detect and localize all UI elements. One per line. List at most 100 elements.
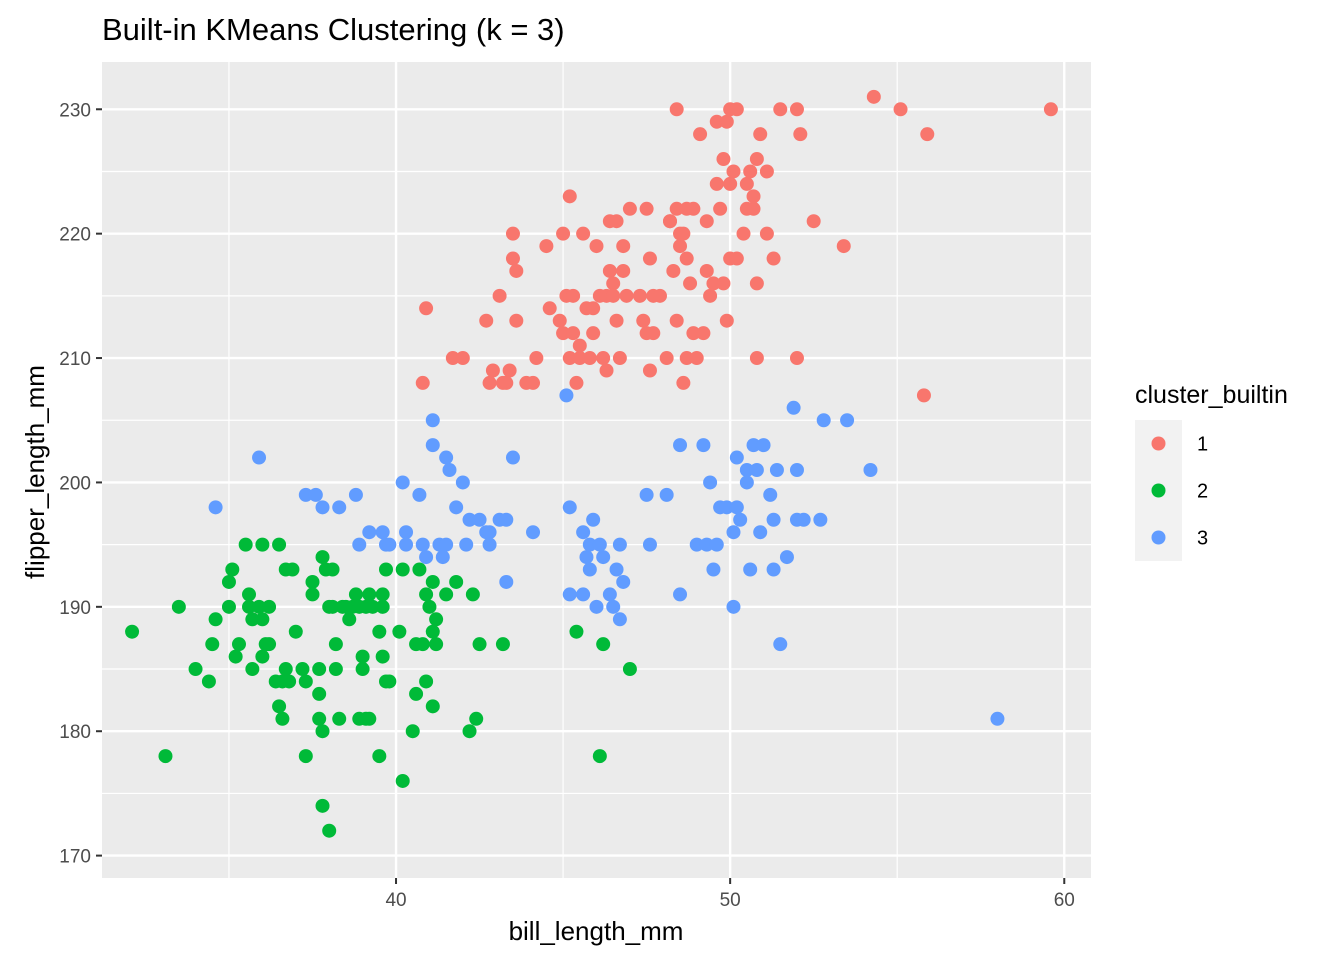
point-cluster-3 — [362, 525, 377, 540]
x-tick-label: 60 — [1054, 890, 1075, 911]
point-cluster-2 — [245, 612, 260, 627]
point-cluster-3 — [609, 562, 624, 577]
point-cluster-1 — [699, 263, 714, 278]
point-cluster-2 — [288, 624, 303, 639]
point-cluster-3 — [589, 599, 604, 614]
point-cluster-1 — [455, 351, 470, 366]
point-cluster-1 — [619, 288, 634, 303]
point-cluster-1 — [759, 164, 774, 179]
point-cluster-2 — [375, 587, 390, 602]
point-cluster-3 — [579, 550, 594, 565]
point-cluster-3 — [415, 537, 430, 552]
point-cluster-1 — [663, 214, 678, 229]
point-cluster-1 — [739, 176, 754, 191]
point-cluster-1 — [569, 375, 584, 390]
point-cluster-1 — [726, 164, 741, 179]
point-cluster-2 — [322, 823, 337, 838]
point-cluster-1 — [916, 388, 931, 403]
point-cluster-2 — [262, 599, 277, 614]
point-cluster-2 — [415, 637, 430, 652]
point-cluster-2 — [298, 674, 313, 689]
point-cluster-1 — [716, 276, 731, 291]
point-cluster-1 — [479, 313, 494, 328]
point-cluster-1 — [749, 276, 764, 291]
point-cluster-3 — [796, 512, 811, 527]
point-cluster-1 — [673, 239, 688, 254]
point-cluster-1 — [606, 276, 621, 291]
point-cluster-3 — [419, 550, 434, 565]
point-cluster-3 — [562, 587, 577, 602]
point-cluster-1 — [609, 214, 624, 229]
point-cluster-1 — [562, 351, 577, 366]
point-cluster-2 — [395, 773, 410, 788]
point-cluster-1 — [696, 326, 711, 341]
point-cluster-1 — [616, 239, 631, 254]
point-cluster-1 — [666, 263, 681, 278]
point-cluster-1 — [759, 226, 774, 241]
point-cluster-2 — [375, 649, 390, 664]
point-cluster-3 — [586, 512, 601, 527]
point-cluster-3 — [439, 450, 454, 465]
y-tick-label: 210 — [59, 349, 91, 370]
point-cluster-2 — [242, 587, 257, 602]
point-cluster-2 — [221, 574, 236, 589]
point-cluster-2 — [382, 674, 397, 689]
point-cluster-1 — [552, 313, 567, 328]
point-cluster-1 — [669, 102, 684, 117]
point-cluster-1 — [686, 326, 701, 341]
point-cluster-3 — [592, 537, 607, 552]
point-cluster-3 — [482, 537, 497, 552]
point-cluster-3 — [726, 525, 741, 540]
point-cluster-2 — [272, 699, 287, 714]
point-cluster-2 — [355, 662, 370, 677]
point-cluster-3 — [816, 413, 831, 428]
point-cluster-1 — [773, 102, 788, 117]
point-cluster-1 — [596, 351, 611, 366]
point-cluster-2 — [362, 587, 377, 602]
point-cluster-1 — [746, 189, 761, 204]
point-cluster-3 — [612, 537, 627, 552]
point-cluster-3 — [332, 500, 347, 515]
point-cluster-2 — [272, 537, 287, 552]
point-cluster-2 — [622, 662, 637, 677]
point-cluster-1 — [719, 114, 734, 129]
point-cluster-3 — [739, 463, 754, 477]
point-cluster-2 — [348, 587, 363, 602]
point-cluster-1 — [789, 102, 804, 117]
point-cluster-2 — [429, 637, 444, 652]
point-cluster-3 — [753, 525, 768, 540]
point-cluster-3 — [382, 537, 397, 552]
point-cluster-1 — [616, 263, 631, 278]
point-cluster-1 — [492, 288, 507, 303]
point-cluster-1 — [793, 127, 808, 142]
point-cluster-1 — [743, 164, 758, 179]
point-cluster-2 — [592, 749, 607, 764]
point-cluster-3 — [696, 438, 711, 453]
point-cluster-2 — [325, 562, 340, 577]
point-cluster-2 — [125, 624, 140, 639]
point-cluster-2 — [171, 599, 186, 614]
point-cluster-1 — [699, 214, 714, 229]
point-cluster-3 — [726, 599, 741, 614]
point-cluster-2 — [449, 574, 464, 589]
point-cluster-3 — [699, 537, 714, 552]
legend-key-1 — [1151, 436, 1166, 451]
point-cluster-2 — [282, 674, 297, 689]
point-cluster-1 — [1043, 102, 1058, 117]
y-axis: 170 180 190 200 210 220 230 — [59, 100, 102, 868]
legend-key-2 — [1151, 483, 1166, 498]
point-cluster-3 — [729, 500, 744, 515]
point-cluster-1 — [920, 127, 935, 142]
point-cluster-1 — [659, 351, 674, 366]
point-cluster-2 — [252, 599, 267, 614]
point-cluster-1 — [836, 239, 851, 254]
point-cluster-1 — [749, 351, 764, 366]
point-cluster-3 — [616, 574, 631, 589]
point-cluster-3 — [766, 512, 781, 527]
point-cluster-1 — [723, 176, 738, 191]
point-cluster-2 — [419, 587, 434, 602]
point-cluster-2 — [355, 649, 370, 664]
point-cluster-1 — [669, 201, 684, 216]
chart-title: Built-in KMeans Clustering (k = 3) — [102, 12, 565, 47]
point-cluster-1 — [746, 201, 761, 216]
